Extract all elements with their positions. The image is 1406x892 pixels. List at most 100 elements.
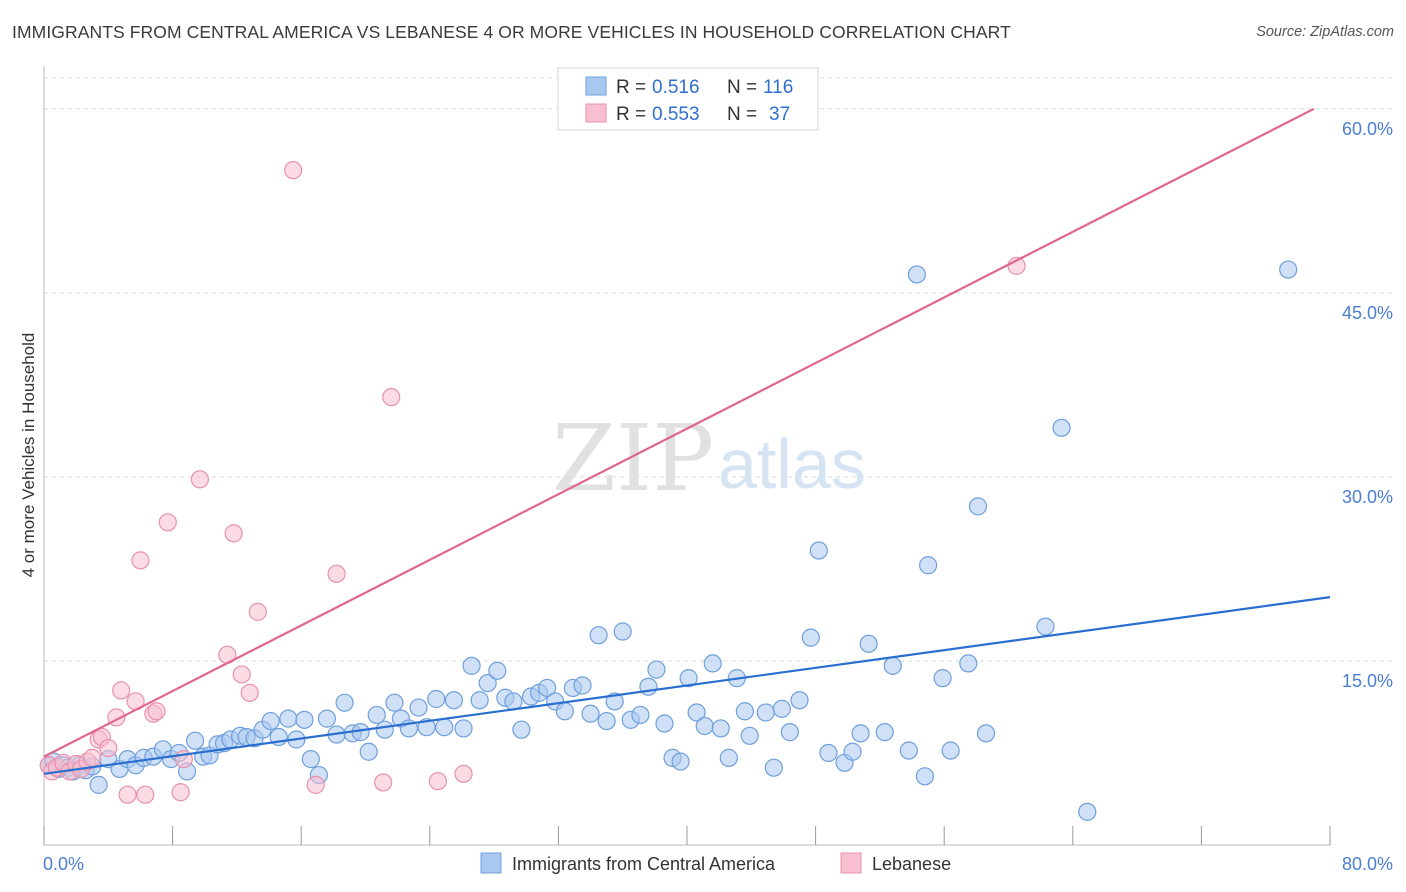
data-point-central-america <box>385 693 404 712</box>
data-point-central-america <box>555 702 574 721</box>
data-point-central-america <box>512 720 531 739</box>
data-point-central-america <box>1078 802 1097 821</box>
data-point-central-america <box>772 699 791 718</box>
data-point-central-america <box>597 711 616 731</box>
data-point-lebanese <box>147 702 166 721</box>
gridlines <box>44 77 1392 662</box>
data-point-central-america <box>968 497 988 516</box>
data-point-central-america <box>478 673 497 693</box>
data-point-central-america <box>790 691 809 710</box>
data-point-central-america <box>1052 418 1071 437</box>
chart-title: IMMIGRANTS FROM CENTRAL AMERICA VS LEBAN… <box>12 22 1011 42</box>
data-point-central-america <box>279 709 298 728</box>
data-point-central-america <box>367 705 386 725</box>
trend-lines <box>43 107 1331 775</box>
stats-r-value-blue: 0.516 <box>652 77 700 98</box>
data-point-lebanese <box>284 161 303 180</box>
data-point-central-america <box>1279 260 1298 279</box>
y-tick-label: 30.0% <box>1342 487 1393 507</box>
data-point-central-america <box>359 742 378 761</box>
data-point-lebanese <box>248 602 267 621</box>
axes <box>43 66 1331 846</box>
data-point-central-america <box>959 654 978 673</box>
source-credit: Source: ZipAtlas.com <box>1256 24 1394 40</box>
data-point-central-america <box>488 661 507 680</box>
data-point-central-america <box>907 265 926 284</box>
data-point-central-america <box>444 691 464 710</box>
data-point-lebanese <box>112 681 131 700</box>
data-point-lebanese <box>428 772 447 791</box>
data-point-central-america <box>740 726 759 745</box>
y-tick-label: 15.0% <box>1342 671 1393 691</box>
data-point-lebanese <box>171 783 190 802</box>
data-point-central-america <box>470 691 489 710</box>
stats-n-value-blue: 116 <box>763 77 793 98</box>
data-point-central-america <box>671 752 690 771</box>
data-point-lebanese <box>374 773 393 792</box>
y-tick-label: 45.0% <box>1342 303 1393 323</box>
stats-swatch-pink <box>585 103 607 123</box>
data-point-lebanese <box>158 513 177 532</box>
data-point-central-america <box>573 676 592 695</box>
y-axis-label: 4 or more Vehicles in Household <box>19 333 38 578</box>
data-point-lebanese <box>454 764 473 783</box>
stats-swatch-blue <box>585 76 607 96</box>
data-point-central-america <box>915 767 935 786</box>
data-point-central-america <box>631 705 650 725</box>
data-point-central-america <box>764 758 783 777</box>
x-tick-label-min: 0.0% <box>43 854 84 874</box>
data-point-central-america <box>1036 617 1055 636</box>
data-point-central-america <box>819 743 838 763</box>
data-point-central-america <box>454 719 473 738</box>
data-point-central-america <box>780 723 799 742</box>
data-point-lebanese <box>327 564 346 583</box>
data-point-central-america <box>941 741 960 760</box>
data-point-central-america <box>735 702 754 721</box>
stats-r-value-pink: 0.553 <box>652 104 700 125</box>
data-point-central-america <box>859 634 878 653</box>
stats-r-label-blue: R = <box>616 77 646 98</box>
legend: Immigrants from Central America Lebanese <box>480 852 951 874</box>
data-point-central-america <box>375 720 394 739</box>
data-point-central-america <box>435 718 454 737</box>
legend-label-lebanese: Lebanese <box>872 854 951 874</box>
data-point-central-america <box>261 711 280 731</box>
data-point-central-america <box>679 669 698 688</box>
data-point-central-america <box>89 775 108 794</box>
trend-line-lebanese <box>43 107 1315 758</box>
data-point-central-america <box>409 698 428 717</box>
data-point-lebanese <box>190 470 210 489</box>
data-point-central-america <box>919 556 938 575</box>
data-point-lebanese <box>136 785 155 804</box>
tick-labels: 0.0% 80.0% 15.0% 30.0% 45.0% 60.0% <box>43 119 1393 874</box>
data-point-central-america <box>875 723 894 742</box>
data-point-central-america <box>589 626 608 645</box>
data-point-central-america <box>933 669 952 688</box>
data-point-central-america <box>335 693 354 712</box>
data-point-central-america <box>809 541 828 560</box>
trend-line-central-america <box>43 596 1331 775</box>
data-point-central-america <box>462 656 481 675</box>
data-point-central-america <box>843 742 862 761</box>
data-point-central-america <box>317 709 337 728</box>
data-point-central-america <box>605 692 624 711</box>
data-point-lebanese <box>306 775 325 794</box>
data-point-lebanese <box>131 551 150 570</box>
stats-n-label-blue: N = <box>727 77 757 98</box>
data-point-central-america <box>883 656 902 675</box>
data-point-lebanese <box>224 524 243 543</box>
data-point-central-america <box>899 741 918 760</box>
watermark-atlas: atlas <box>718 425 866 503</box>
series-central-america-points <box>39 260 1298 821</box>
data-point-central-america <box>976 724 996 743</box>
data-point-central-america <box>647 660 666 679</box>
data-point-central-america <box>655 714 674 733</box>
data-point-lebanese <box>382 388 401 407</box>
data-point-central-america <box>695 716 714 736</box>
stats-n-label-pink: N = <box>727 104 757 125</box>
data-point-central-america <box>703 654 722 673</box>
legend-label-central-america: Immigrants from Central America <box>512 854 776 874</box>
data-point-central-america <box>581 704 600 723</box>
data-point-lebanese <box>99 738 118 758</box>
